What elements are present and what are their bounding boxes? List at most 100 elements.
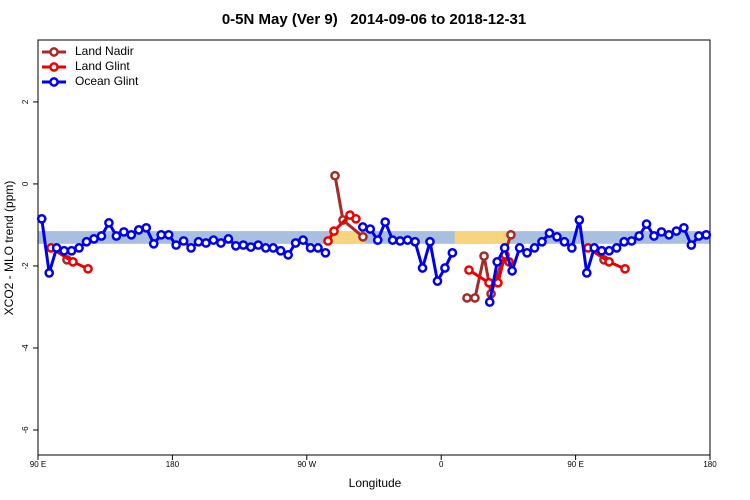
x-axis-label: Longitude xyxy=(349,476,402,490)
data-point xyxy=(141,222,152,233)
x-tick-label: 0 xyxy=(439,460,444,469)
data-point xyxy=(323,236,333,246)
data-point xyxy=(59,245,69,256)
data-point xyxy=(479,251,489,261)
data-point xyxy=(104,218,114,228)
data-point xyxy=(290,238,301,248)
data-point xyxy=(470,293,480,303)
data-point xyxy=(223,234,234,244)
data-point xyxy=(81,236,92,247)
data-point xyxy=(514,243,525,253)
data-point xyxy=(201,238,211,248)
data-point xyxy=(507,266,517,276)
data-point xyxy=(96,231,107,241)
data-point xyxy=(574,215,585,225)
data-point xyxy=(245,242,256,252)
legend-marker xyxy=(49,77,59,87)
legend-marker xyxy=(49,62,59,72)
data-point xyxy=(305,243,316,253)
band-highlight xyxy=(329,231,366,244)
data-point xyxy=(559,236,570,247)
data-point xyxy=(440,263,450,273)
data-point xyxy=(410,236,420,247)
data-point xyxy=(395,236,405,246)
y-tick-label: 2 xyxy=(21,99,30,104)
data-point xyxy=(275,245,286,256)
data-point xyxy=(178,236,189,246)
data-point xyxy=(425,236,435,247)
data-point xyxy=(529,243,540,253)
data-point xyxy=(126,229,137,240)
data-point xyxy=(499,243,510,253)
data-point xyxy=(83,263,93,274)
data-point xyxy=(462,293,472,303)
data-point xyxy=(581,268,592,278)
data-point xyxy=(537,236,547,247)
data-point xyxy=(679,222,689,233)
data-point xyxy=(620,263,630,274)
band-highlight xyxy=(454,231,510,244)
data-point xyxy=(66,245,77,256)
data-point xyxy=(193,236,204,247)
data-point xyxy=(238,240,249,250)
data-point xyxy=(604,245,615,256)
data-point xyxy=(402,235,413,245)
data-point xyxy=(313,243,323,253)
data-point xyxy=(380,217,391,227)
x-tick-label: 180 xyxy=(166,460,180,469)
data-point xyxy=(351,213,361,224)
legend-label: Land Nadir xyxy=(75,44,134,58)
data-point xyxy=(253,240,264,250)
data-point xyxy=(626,236,637,246)
y-axis-label: XCO2 - MLO trend (ppm) xyxy=(2,181,16,316)
data-point xyxy=(156,229,167,240)
x-tick-label: 90 E xyxy=(30,460,46,469)
data-point xyxy=(231,241,241,251)
data-point xyxy=(649,231,659,241)
data-point xyxy=(148,238,159,249)
data-point xyxy=(656,227,667,237)
data-point xyxy=(634,231,644,241)
plot-frame xyxy=(37,39,711,456)
data-point xyxy=(641,219,652,229)
data-point xyxy=(216,238,226,248)
data-point xyxy=(604,257,614,267)
data-point xyxy=(492,257,503,267)
data-point xyxy=(567,243,577,253)
data-point xyxy=(619,236,629,247)
data-point xyxy=(432,276,443,286)
data-point xyxy=(544,228,555,238)
data-point xyxy=(589,243,600,253)
data-point xyxy=(493,277,503,288)
data-point xyxy=(298,235,308,245)
data-point xyxy=(330,170,340,181)
data-point xyxy=(111,231,122,241)
legend-label: Ocean Glint xyxy=(75,74,139,88)
data-point xyxy=(522,247,532,258)
x-tick-label: 180 xyxy=(703,460,717,469)
data-point xyxy=(358,231,368,242)
data-point xyxy=(74,243,84,253)
data-point xyxy=(365,224,376,234)
data-point xyxy=(664,229,674,240)
y-tick-label: 0 xyxy=(21,181,30,186)
data-point xyxy=(357,222,368,232)
data-point xyxy=(552,231,562,242)
data-point xyxy=(484,297,495,307)
data-point xyxy=(417,263,428,273)
data-point xyxy=(119,227,129,237)
data-point xyxy=(133,225,144,235)
data-point xyxy=(186,243,196,253)
data-point xyxy=(372,235,383,245)
data-point xyxy=(320,247,331,258)
data-point xyxy=(701,229,712,240)
data-point xyxy=(44,268,55,278)
x-tick-label: 90 W xyxy=(297,460,316,469)
data-point xyxy=(671,226,682,236)
y-tick-label: -6 xyxy=(21,426,30,434)
data-point xyxy=(208,235,219,245)
data-point xyxy=(506,229,516,240)
y-tick-label: -2 xyxy=(21,262,30,270)
data-point xyxy=(596,245,607,256)
